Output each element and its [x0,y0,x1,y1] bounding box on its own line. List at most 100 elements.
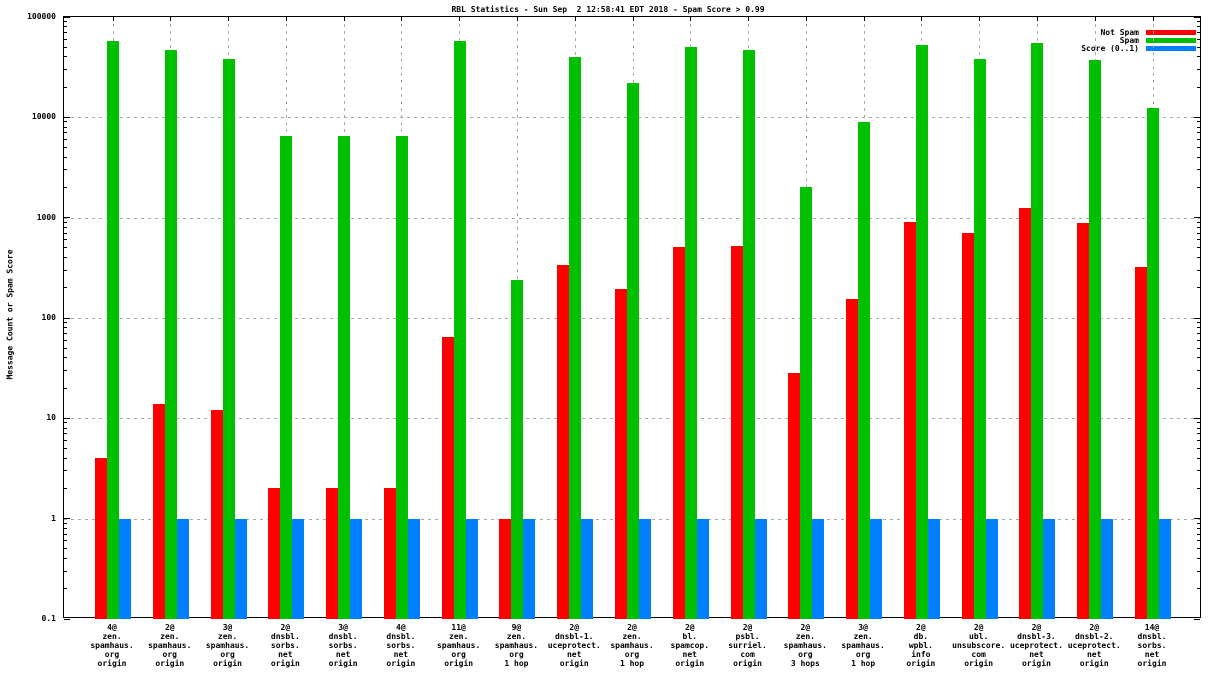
y-minor-tick-left [64,226,67,228]
y-minor-tick-left [64,322,67,324]
y-minor-tick-left [64,68,67,70]
x-category-label: 2@ dnsbl-3. uceprotect. net origin [998,623,1074,668]
x-category-line: org [624,650,640,659]
x-category-line: zen. [217,632,238,641]
y-minor-tick-right [1197,221,1200,223]
y-minor-tick-left [64,588,67,590]
bar-not-spam [672,247,685,619]
x-tick-mark-top [805,17,807,21]
x-category-line: 2@ [569,623,580,632]
x-category-label: 2@ psbl. surriel. com origin [710,623,786,668]
x-category-line: org [104,650,120,659]
bar-not-spam [383,488,396,619]
x-category-line: unsubscore. [952,641,1006,650]
bar-score-0-1 [176,518,189,619]
x-tick-mark-top [1152,17,1154,21]
y-minor-tick-right [1197,422,1200,424]
x-category-line: zen. [449,632,469,641]
x-category-line: origin [1021,659,1051,668]
y-minor-tick-right [1197,558,1200,560]
y-minor-tick-left [64,269,67,271]
bar-spam [1031,43,1044,619]
x-category-line: 1 hop [851,659,876,668]
x-category-line: org [509,650,524,659]
x-tick-mark-top [574,17,576,21]
x-category-label: 2@ dnsbl-1. uceprotect. net origin [536,623,612,668]
legend-swatch [1146,45,1196,51]
x-category-line: 2@ [916,623,926,632]
y-axis-tick-label: 1 [51,513,56,523]
x-category-line: db. [913,632,929,641]
y-tick-mark-left [64,417,70,419]
bar-score-0-1 [1101,518,1114,619]
x-category-line: zen. [795,632,815,641]
y-minor-tick-right [1197,56,1200,58]
y-minor-tick-left [64,339,67,341]
y-minor-tick-left [64,457,67,459]
bar-spam [107,40,119,619]
y-axis-tick-label: 100000 [27,12,56,21]
bar-spam [395,136,408,619]
y-minor-tick-left [64,287,67,289]
x-category-label: 4@ dnsbl. sorbs. net origin [363,623,439,668]
y-minor-tick-left [64,221,67,223]
y-minor-tick-left [64,470,67,472]
y-minor-tick-right [1197,156,1200,158]
y-minor-tick-left [64,21,67,23]
x-category-label: 2@ zen. spamhaus. org origin [132,623,208,668]
bar-spam [511,279,524,619]
x-category-label: 2@ dnsbl. sorbs. net origin [247,623,323,668]
x-category-line: net [1144,650,1160,659]
x-category-line: 1 hop [619,659,645,668]
x-category-line: spamhaus. [783,641,827,650]
x-category-line: net [566,650,582,659]
x-category-line: 14@ [1144,623,1160,632]
y-tick-mark-right [1194,16,1200,18]
x-category-line: 2@ [684,623,695,632]
y-minor-tick-left [64,440,67,442]
x-category-label: 3@ zen. spamhaus. org 1 hop [825,623,901,668]
x-category-line: wpbl. [908,641,933,650]
x-tick-mark-top [1094,17,1096,21]
y-minor-tick-right [1197,287,1200,289]
y-minor-tick-right [1197,433,1200,435]
bar-spam [1089,60,1102,619]
y-minor-tick-right [1197,232,1200,234]
x-category-line: surriel. [728,641,767,650]
y-minor-tick-left [64,533,67,535]
y-tick-mark-right [1194,518,1200,520]
x-tick-mark-top [863,17,865,21]
bar-not-spam [441,336,454,619]
bar-not-spam [152,403,165,619]
bar-spam [222,59,235,619]
y-tick-mark-left [64,317,70,319]
x-category-line: sorbs. [386,641,416,650]
x-category-label: 2@ ubl. unsubscore. com origin [941,623,1017,668]
x-category-label: 14@ dnsbl. sorbs. net origin [1114,623,1190,668]
bar-score-0-1 [1159,518,1171,619]
y-minor-tick-left [64,427,67,429]
y-tick-mark-right [1194,116,1200,118]
legend-label: Not Spam [1100,27,1139,37]
x-category-line: 2@ [1089,623,1100,632]
x-category-label: 4@ zen. spamhaus. org origin [74,623,150,668]
bar-score-0-1 [350,518,363,619]
legend-label: Score (0..1) [1081,43,1139,53]
x-category-label: 3@ dnsbl. sorbs. net origin [305,623,381,668]
y-minor-tick-right [1197,186,1200,188]
y-minor-tick-left [64,232,67,234]
bar-spam [973,59,986,619]
legend-label: Spam [1119,35,1139,45]
y-minor-tick-left [64,38,67,40]
y-minor-tick-right [1197,269,1200,271]
x-category-line: spamhaus. [494,641,539,650]
x-category-line: net [1086,650,1102,659]
y-minor-tick-right [1197,347,1200,349]
x-tick-mark-top [921,17,923,21]
y-minor-tick-left [64,126,67,128]
bar-score-0-1 [465,518,478,619]
bar-spam [338,136,351,619]
x-category-line: dnsbl. [328,632,358,641]
x-category-line: net [393,650,409,659]
x-category-line: com [740,650,755,659]
